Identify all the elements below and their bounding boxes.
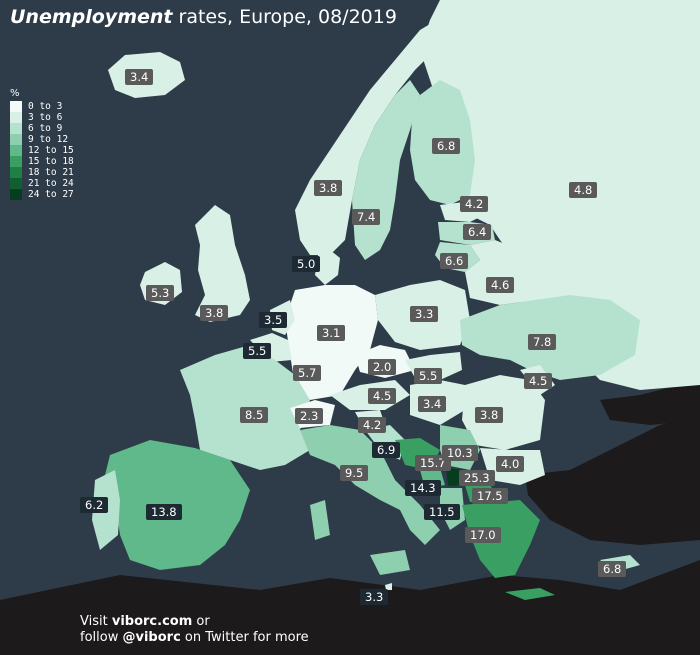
footer-or: or — [196, 614, 210, 629]
label-sweden: 7.4 — [352, 209, 381, 225]
legend-label: 24 to 27 — [28, 189, 74, 200]
title-bold: Unemployment — [10, 6, 173, 28]
label-slovakia: 5.5 — [414, 368, 443, 384]
map-title: Unemployment rates, Europe, 08/2019 — [10, 6, 397, 28]
label-albania: 11.5 — [424, 504, 460, 520]
label-spain: 13.8 — [146, 504, 182, 520]
legend-label: 12 to 15 — [28, 145, 74, 156]
greece-region — [462, 500, 540, 578]
label-macedonia: 17.5 — [472, 488, 508, 504]
legend-label: 6 to 9 — [28, 123, 63, 134]
legend-item: 12 to 15 — [10, 145, 74, 156]
label-russia: 4.8 — [569, 182, 598, 198]
legend-item: 6 to 9 — [10, 123, 74, 134]
uk-region — [195, 205, 250, 322]
label-serbia: 10.3 — [442, 445, 478, 461]
legend-item: 21 to 24 — [10, 178, 74, 189]
label-malta: 3.3 — [360, 589, 389, 605]
legend-label: 9 to 12 — [28, 134, 69, 145]
legend-item: 9 to 12 — [10, 134, 74, 145]
label-kosovo: 25.3 — [459, 470, 495, 486]
label-norway: 3.8 — [314, 180, 343, 196]
legend-swatch — [10, 123, 22, 134]
label-uk: 3.8 — [200, 305, 229, 321]
legend-unit: % — [10, 88, 20, 99]
legend-item: 3 to 6 — [10, 112, 74, 123]
label-netherlands: 3.5 — [259, 312, 288, 328]
label-iceland: 3.4 — [125, 69, 154, 85]
label-moldova: 4.5 — [524, 373, 553, 389]
caucasus-landmass — [600, 380, 700, 425]
sardinia-region — [310, 500, 330, 540]
footer-line-2: follow @viborc on Twitter for more — [80, 630, 309, 646]
legend-label: 3 to 6 — [28, 112, 63, 123]
label-montenegro: 14.3 — [405, 480, 441, 496]
title-rest: rates, Europe, 08/2019 — [178, 6, 397, 28]
denmark-region — [315, 250, 340, 285]
crete-region — [505, 588, 555, 600]
legend-swatch — [10, 145, 22, 156]
label-bosnia: 15.7 — [415, 455, 451, 471]
footer-visit: Visit — [80, 614, 108, 629]
footer-line-1: Visit viborc.com or — [80, 614, 309, 630]
label-bulgaria: 4.0 — [496, 456, 525, 472]
legend-label: 0 to 3 — [28, 101, 63, 112]
label-estonia: 4.2 — [460, 196, 489, 212]
africa-landmass — [0, 560, 700, 655]
legend-swatch — [10, 189, 22, 200]
label-romania: 3.8 — [475, 407, 504, 423]
legend-item: 18 to 21 — [10, 167, 74, 178]
legend-swatch — [10, 112, 22, 123]
label-france: 8.5 — [240, 407, 269, 423]
malta-region — [385, 583, 392, 590]
legend-swatch — [10, 156, 22, 167]
label-germany: 3.1 — [317, 325, 346, 341]
legend-label: 21 to 24 — [28, 178, 74, 189]
footer-rest: on Twitter for more — [184, 630, 309, 645]
label-latvia: 6.4 — [463, 224, 492, 240]
label-hungary: 3.4 — [418, 396, 447, 412]
label-ukraine: 7.8 — [528, 334, 557, 350]
label-ireland: 5.3 — [146, 285, 175, 301]
russia-region — [420, 0, 700, 390]
legend-label: 18 to 21 — [28, 167, 74, 178]
label-croatia: 6.9 — [372, 442, 401, 458]
legend: % 0 to 3 3 to 6 6 to 9 9 to 12 12 to 15 … — [10, 88, 74, 200]
label-belarus: 4.6 — [486, 277, 515, 293]
turkey-landmass — [525, 415, 700, 545]
label-denmark: 5.0 — [292, 256, 321, 272]
label-slovenia: 4.2 — [358, 417, 387, 433]
label-belgium: 5.5 — [243, 343, 272, 359]
label-austria: 4.5 — [368, 388, 397, 404]
footer-site-link[interactable]: viborc.com — [111, 614, 193, 629]
footer-credit: Visit viborc.com or follow @viborc on Tw… — [80, 614, 309, 646]
footer-follow: follow — [80, 630, 119, 645]
romania-region — [462, 375, 545, 450]
label-greece: 17.0 — [465, 527, 501, 543]
label-switzerland: 2.3 — [295, 408, 324, 424]
legend-swatch — [10, 178, 22, 189]
legend-swatch — [10, 134, 22, 145]
label-czechia: 2.0 — [368, 359, 397, 375]
legend-swatch — [10, 101, 22, 112]
label-luxembourg: 5.7 — [293, 365, 322, 381]
label-lithuania: 6.6 — [440, 253, 469, 269]
label-italy: 9.5 — [340, 465, 369, 481]
footer-handle-link[interactable]: @viborc — [122, 630, 181, 645]
legend-item: 0 to 3 — [10, 101, 74, 112]
label-portugal: 6.2 — [80, 497, 109, 513]
legend-swatch — [10, 167, 22, 178]
legend-item: 15 to 18 — [10, 156, 74, 167]
label-cyprus: 6.8 — [598, 561, 627, 577]
label-poland: 3.3 — [410, 306, 439, 322]
italy-region — [300, 425, 440, 545]
belarus-region — [465, 240, 540, 305]
legend-item: 24 to 27 — [10, 189, 74, 200]
legend-label: 15 to 18 — [28, 156, 74, 167]
label-finland: 6.8 — [432, 138, 461, 154]
sicily-region — [370, 550, 410, 575]
